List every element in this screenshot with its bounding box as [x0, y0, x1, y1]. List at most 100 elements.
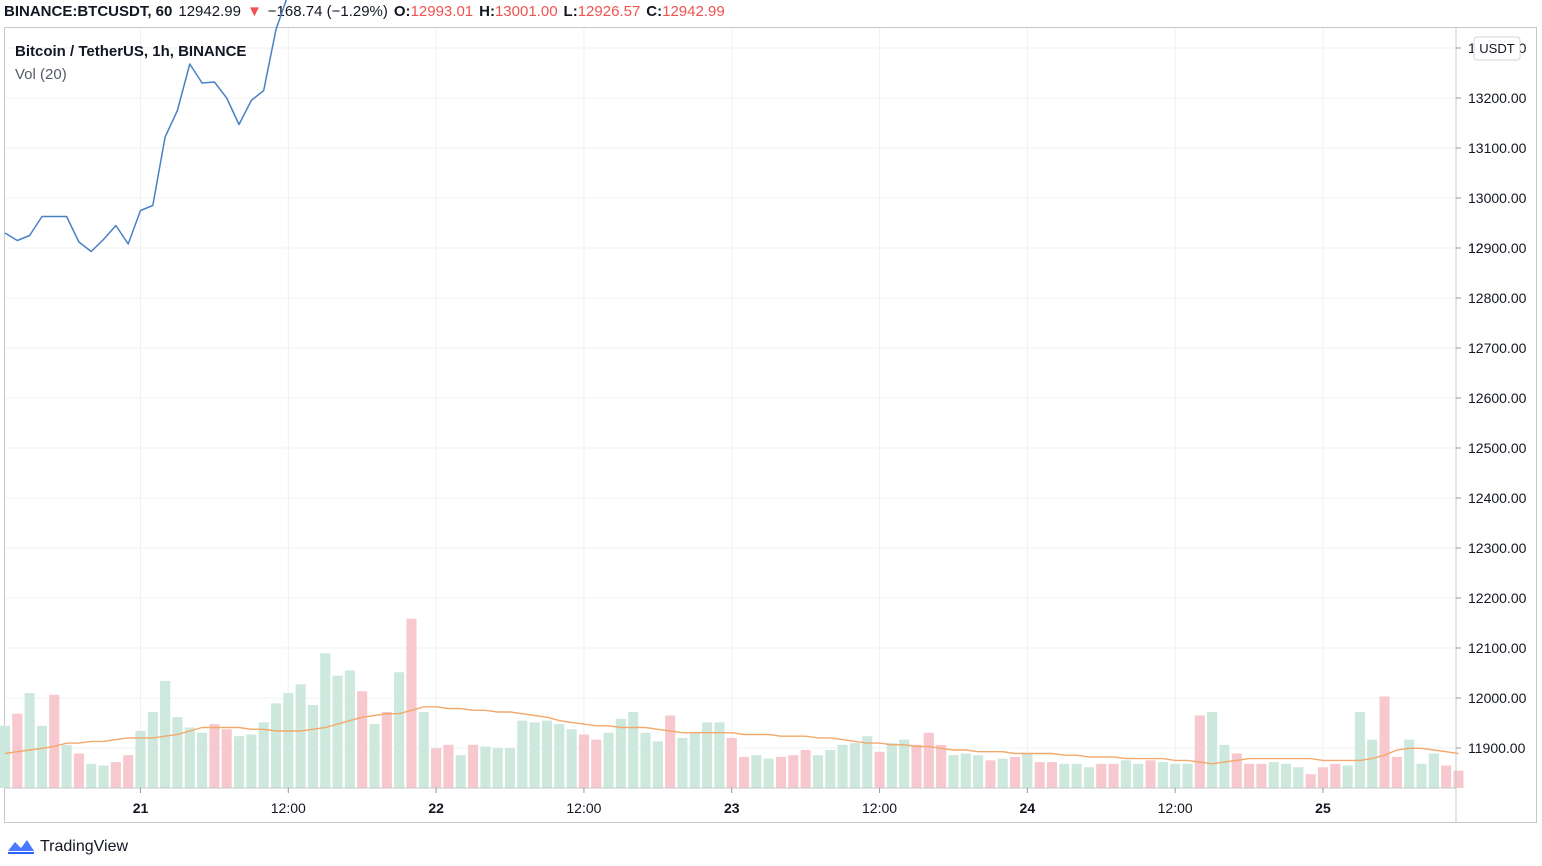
volume-bar [985, 760, 996, 788]
volume-bar [12, 713, 23, 788]
volume-bar [1441, 765, 1452, 788]
volume-bar [160, 680, 171, 788]
volume-bar [209, 724, 220, 788]
volume-bar [1453, 770, 1464, 788]
volume-bar [591, 739, 602, 788]
volume-bar [1133, 763, 1144, 788]
volume-bar [98, 765, 109, 788]
volume-bar [665, 715, 676, 788]
volume-bar [406, 618, 417, 788]
y-tick-label: 13200.00 [1468, 90, 1527, 106]
volume-bar [184, 727, 195, 788]
volume-bar [566, 729, 577, 788]
volume-bar [948, 755, 959, 788]
close-value: 12942.99 [662, 2, 725, 20]
volume-bar [320, 653, 331, 788]
volume-bar [418, 712, 429, 788]
volume-bar [172, 717, 183, 788]
volume-bar [147, 712, 158, 788]
volume-bar [1367, 739, 1378, 788]
x-tick-label: 23 [724, 800, 740, 816]
volume-bar [652, 741, 663, 788]
x-tick-label: 24 [1020, 800, 1036, 816]
volume-bar [357, 691, 368, 788]
volume-bar [381, 712, 392, 788]
volume-bar [61, 744, 72, 788]
volume-bar [431, 748, 442, 788]
volume-bar [763, 758, 774, 788]
volume-bar [1219, 744, 1230, 788]
volume-bar [911, 744, 922, 788]
volume-bar [615, 718, 626, 788]
volume-bar [554, 724, 565, 788]
volume-bar [1157, 762, 1168, 788]
volume-bar [36, 725, 48, 788]
volume-bar [886, 743, 897, 788]
volume-bar [874, 751, 885, 788]
volume-bar [1379, 696, 1390, 788]
volume-bar [936, 744, 947, 788]
series-title[interactable]: Bitcoin / TetherUS, 1h, BINANCE [15, 43, 247, 60]
volume-bar [775, 756, 787, 788]
volume-bar [233, 736, 245, 788]
currency-label[interactable]: USDT [1479, 41, 1514, 56]
volume-bar [1354, 712, 1365, 788]
volume-bar [369, 724, 380, 788]
open-value: 12993.01 [410, 2, 474, 20]
price-line[interactable] [4, 0, 1446, 253]
y-tick-label: 12400.00 [1468, 490, 1527, 506]
volume-bar [714, 722, 725, 788]
volume-bar [246, 734, 257, 788]
volume-bar [1305, 774, 1316, 788]
y-tick-label: 12000.00 [1468, 690, 1527, 706]
volume-bar [578, 734, 589, 788]
volume-bar [677, 737, 688, 788]
volume-bar [1342, 765, 1353, 788]
volume-bar [689, 732, 700, 788]
low-value: 12926.57 [577, 2, 641, 20]
currency-button[interactable] [1473, 36, 1521, 61]
volume-bar [73, 753, 84, 788]
symbol-label[interactable]: BINANCE:BTCUSDT, 60 [4, 2, 173, 20]
down-arrow-icon: ▼ [246, 2, 262, 20]
volume-bar [283, 693, 294, 788]
volume-bar [738, 756, 750, 788]
volume-bar [1207, 712, 1218, 788]
tradingview-logo-icon [8, 840, 34, 854]
volume-title[interactable]: Vol (20) [15, 66, 67, 83]
volume-bar [295, 684, 306, 788]
tradingview-branding[interactable]: TradingView [6, 836, 128, 858]
volume-bar [332, 675, 343, 788]
volume-bar [468, 744, 479, 788]
volume-bar [1120, 760, 1131, 788]
y-tick-label: 12600.00 [1468, 390, 1527, 406]
volume-bar [258, 722, 269, 788]
volume-bar [800, 750, 811, 788]
volume-bar [1256, 763, 1267, 788]
volume-bar [812, 755, 824, 788]
volume-bar [1317, 767, 1329, 788]
volume-bar [1182, 763, 1193, 788]
volume-bar [1022, 753, 1033, 788]
volume-bar [1391, 756, 1402, 788]
volume-bar [603, 732, 614, 788]
symbol-header: BINANCE:BTCUSDT, 60 12942.99 ▼ −168.74 (… [4, 0, 725, 22]
x-tick-label: 22 [428, 800, 444, 816]
x-tick-label: 21 [133, 800, 149, 816]
volume-bar [517, 720, 528, 788]
y-tick-label: 12100.00 [1468, 640, 1527, 656]
y-tick-label: 12800.00 [1468, 290, 1527, 306]
volume-bar [1293, 767, 1304, 788]
low-label: L: [563, 2, 578, 20]
volume-bar [1009, 756, 1021, 788]
x-tick-label: 12:00 [862, 800, 897, 816]
y-tick-label-partial: 12 [1468, 240, 1484, 256]
volume-bar [1330, 763, 1341, 788]
volume-bar [197, 732, 208, 788]
volume-bar [86, 763, 97, 788]
volume-bar [1108, 763, 1119, 788]
volume-bar [1034, 762, 1045, 788]
chart-frame [4, 27, 1537, 823]
volume-bar [24, 693, 35, 788]
